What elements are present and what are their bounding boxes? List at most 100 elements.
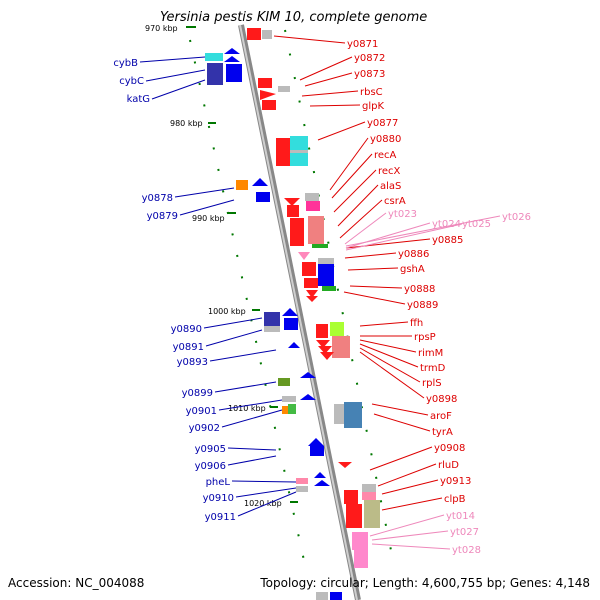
gene-label-y0878[interactable]: y0878 — [142, 193, 173, 204]
gene-block[interactable] — [256, 192, 270, 202]
gene-label-y0885[interactable]: y0885 — [432, 235, 463, 246]
gene-label-rimM[interactable]: rimM — [418, 348, 443, 359]
gene-block[interactable] — [330, 592, 342, 600]
gene-block[interactable] — [344, 490, 358, 504]
gene-block[interactable] — [312, 244, 328, 248]
gene-label-y0890[interactable]: y0890 — [171, 324, 202, 335]
gene-block[interactable] — [282, 396, 296, 402]
gene-label-y0901[interactable]: y0901 — [186, 406, 217, 417]
gene-block[interactable] — [290, 218, 304, 246]
gene-block[interactable] — [362, 484, 376, 492]
gene-label-rluD[interactable]: rluD — [438, 460, 459, 471]
gene-arrow[interactable] — [298, 252, 310, 260]
gene-block[interactable] — [316, 324, 328, 338]
gene-label-recA[interactable]: recA — [374, 150, 397, 161]
gene-block[interactable] — [310, 446, 324, 456]
gene-block[interactable] — [322, 286, 336, 291]
gene-label-y0902[interactable]: y0902 — [189, 423, 220, 434]
gene-label-ffh[interactable]: ffh — [410, 318, 423, 329]
gene-block[interactable] — [302, 262, 316, 276]
gene-arrow[interactable] — [306, 290, 318, 298]
gene-block[interactable] — [288, 404, 296, 414]
gene-arrow[interactable] — [300, 394, 316, 400]
gene-block[interactable] — [346, 504, 362, 528]
gene-label-y0888[interactable]: y0888 — [404, 284, 435, 295]
gene-block[interactable] — [290, 150, 308, 153]
gene-label-csrA[interactable]: csrA — [384, 196, 406, 207]
gene-arrow[interactable] — [320, 352, 334, 360]
gene-arrow[interactable] — [284, 198, 300, 206]
gene-label-katG[interactable]: katG — [127, 94, 150, 105]
gene-label-y0873[interactable]: y0873 — [354, 69, 385, 80]
gene-label-yt014[interactable]: yt014 — [446, 511, 475, 522]
gene-label-y0879[interactable]: y0879 — [147, 211, 178, 222]
gene-label-yt023[interactable]: yt023 — [388, 209, 417, 220]
gene-label-recX[interactable]: recX — [378, 166, 401, 177]
gene-label-rbsC[interactable]: rbsC — [360, 87, 383, 98]
gene-block[interactable] — [364, 500, 380, 528]
gene-label-y0905[interactable]: y0905 — [195, 444, 226, 455]
gene-arrow[interactable] — [314, 480, 330, 486]
gene-arrow[interactable] — [300, 372, 316, 378]
gene-label-cybC[interactable]: cybC — [119, 76, 144, 87]
gene-block[interactable] — [264, 326, 280, 332]
gene-label-y0886[interactable]: y0886 — [398, 249, 429, 260]
gene-label-y0913[interactable]: y0913 — [440, 476, 471, 487]
gene-block[interactable] — [362, 492, 376, 500]
gene-arrow[interactable] — [252, 178, 268, 186]
gene-block[interactable] — [284, 318, 298, 330]
gene-label-aroF[interactable]: aroF — [430, 411, 452, 422]
gene-block[interactable] — [305, 193, 319, 201]
gene-label-glpK[interactable]: glpK — [362, 101, 384, 112]
gene-label-trmD[interactable]: trmD — [420, 363, 446, 374]
gene-block[interactable] — [296, 486, 308, 492]
gene-label-tyrA[interactable]: tyrA — [432, 427, 453, 438]
gene-block[interactable] — [344, 402, 362, 428]
gene-block[interactable] — [205, 53, 223, 61]
gene-block[interactable] — [278, 378, 290, 386]
gene-block[interactable] — [282, 406, 288, 414]
gene-block[interactable] — [316, 592, 328, 600]
gene-label-y0893[interactable]: y0893 — [177, 357, 208, 368]
gene-label-y0871[interactable]: y0871 — [347, 39, 378, 50]
gene-label-y0908[interactable]: y0908 — [434, 443, 465, 454]
gene-block[interactable] — [296, 478, 308, 484]
gene-label-yt028[interactable]: yt028 — [452, 545, 481, 556]
gene-block[interactable] — [247, 28, 261, 40]
gene-label-clpB[interactable]: clpB — [444, 494, 466, 505]
gene-label-yt025[interactable]: yt025 — [462, 219, 491, 230]
gene-label-y0889[interactable]: y0889 — [407, 300, 438, 311]
gene-arrow[interactable] — [260, 90, 276, 100]
gene-block[interactable] — [264, 312, 280, 326]
gene-label-y0899[interactable]: y0899 — [182, 388, 213, 399]
gene-arrow[interactable] — [224, 56, 240, 62]
gene-block[interactable] — [306, 201, 320, 211]
gene-block[interactable] — [304, 278, 318, 288]
gene-label-cybB[interactable]: cybB — [113, 58, 138, 69]
gene-block[interactable] — [318, 262, 334, 286]
gene-label-y0910[interactable]: y0910 — [203, 493, 234, 504]
gene-block[interactable] — [276, 138, 290, 166]
gene-block[interactable] — [262, 100, 276, 110]
gene-arrow[interactable] — [316, 340, 330, 348]
gene-arrow[interactable] — [318, 346, 332, 354]
gene-block[interactable] — [278, 86, 290, 92]
gene-arrow[interactable] — [282, 308, 298, 316]
gene-block[interactable] — [287, 205, 299, 217]
gene-block[interactable] — [334, 404, 344, 424]
gene-block[interactable] — [236, 180, 248, 190]
gene-block[interactable] — [207, 63, 223, 85]
gene-arrow[interactable] — [288, 342, 300, 348]
gene-label-yt026[interactable]: yt026 — [502, 212, 531, 223]
gene-label-y0872[interactable]: y0872 — [354, 53, 385, 64]
gene-label-rpsP[interactable]: rpsP — [414, 332, 436, 343]
gene-arrow[interactable] — [338, 462, 352, 468]
gene-block[interactable] — [226, 64, 242, 82]
gene-label-rplS[interactable]: rplS — [422, 378, 442, 389]
gene-label-pheL[interactable]: pheL — [206, 477, 231, 488]
gene-arrow[interactable] — [314, 472, 326, 478]
gene-block[interactable] — [308, 216, 324, 244]
gene-label-alaS[interactable]: alaS — [380, 181, 401, 192]
gene-block[interactable] — [258, 78, 272, 88]
gene-block[interactable] — [332, 336, 350, 358]
